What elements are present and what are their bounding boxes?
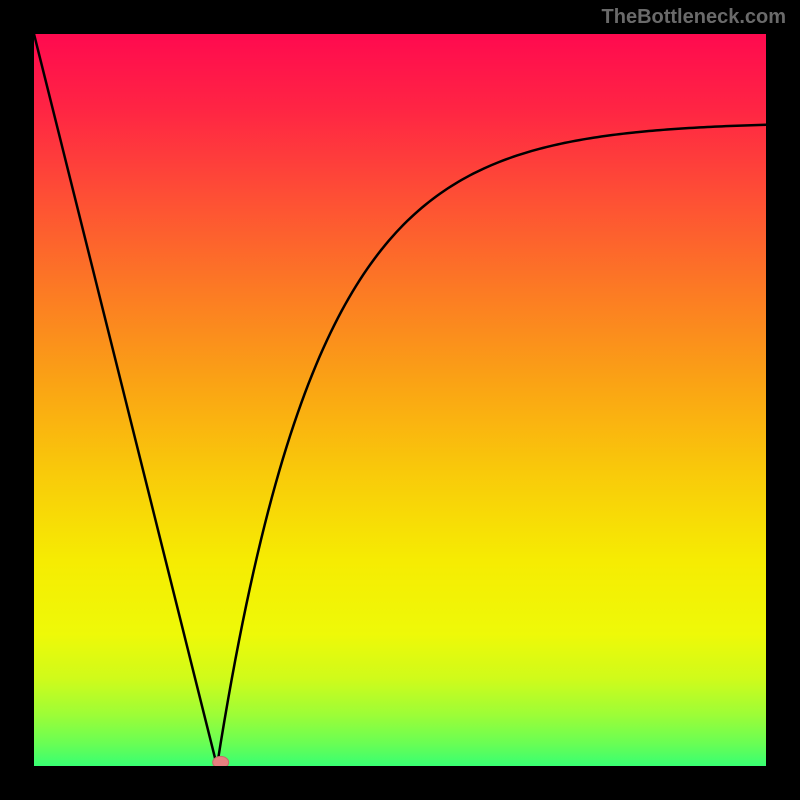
watermark-text: TheBottleneck.com <box>602 6 786 29</box>
chart-plot-area <box>34 34 766 766</box>
chart-svg <box>34 34 766 766</box>
chart-background-gradient <box>34 34 766 766</box>
optimum-marker <box>213 756 229 766</box>
